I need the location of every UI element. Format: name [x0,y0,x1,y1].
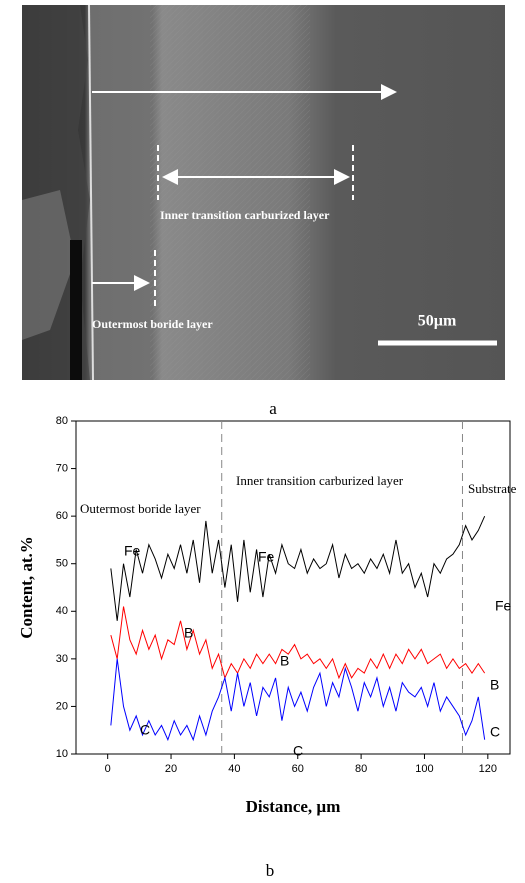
series-line [111,607,485,678]
series-annotation: B [184,625,193,641]
region-label: Outermost boride layer [80,501,201,516]
caption: b [266,861,275,880]
x-tick-label: 60 [292,763,304,775]
sem-image: Inner transition carburized layer Outerm… [22,5,505,380]
caption: a [269,399,277,418]
sem-label: Inner transition carburized layer [160,208,330,222]
series-annotation: Fe [258,549,275,565]
series-annotation: Fe [495,598,512,614]
x-tick-label: 120 [479,763,497,775]
y-tick-label: 50 [56,558,68,570]
series-annotation: C [293,743,303,759]
sem-label: Outermost boride layer [92,317,213,331]
x-tick-label: 100 [415,763,433,775]
chart: 0 20 40 60 80 100 120 10 20 30 40 50 60 70 80 Outermost… [17,415,517,816]
series-annotation: Fe [124,543,141,559]
y-tick-label: 80 [56,415,68,427]
y-tick-label: 30 [56,653,68,665]
y-tick-label: 70 [56,462,68,474]
y-tick-label: 20 [56,700,68,712]
series-line [111,659,485,740]
series-line [111,516,485,621]
y-axis-title: Content, at.% [17,536,36,638]
y-tick-label: 60 [56,510,68,522]
x-tick-label: 40 [228,763,240,775]
series-annotation: B [280,653,289,669]
page: {"figure_a": {"labels": ["Inner transiti… [0,0,525,883]
y-tick-label: 10 [56,748,68,760]
y-tick-label: 40 [56,605,68,617]
x-tick-label: 0 [105,763,111,775]
region-label: Substrate [468,481,517,496]
scale-bar-label: 50µm [418,313,457,330]
series-annotation: B [490,677,499,693]
series-annotation: C [140,722,150,738]
figure: Inner transition carburized layer Outerm… [0,0,525,883]
x-tick-label: 20 [165,763,177,775]
series-annotation: C [490,724,500,740]
plot-frame [76,421,510,754]
x-tick-label: 80 [355,763,367,775]
region-label: Inner transition carburized layer [236,473,404,488]
x-axis-title: Distance, µm [246,797,341,816]
